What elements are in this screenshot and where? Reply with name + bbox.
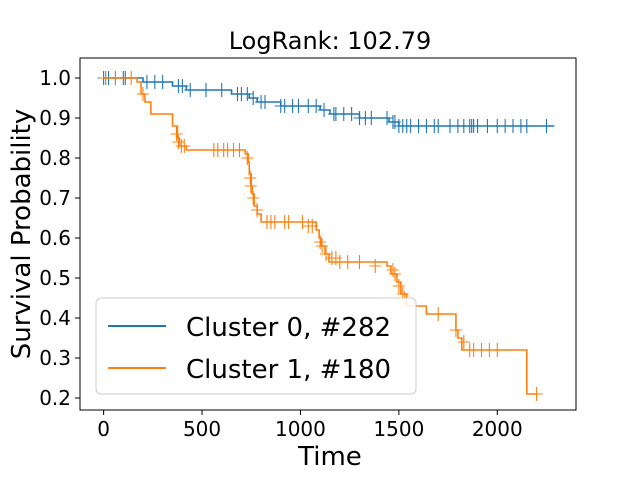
censor-mark-cluster-1 <box>386 263 399 277</box>
survival-curve-cluster-0 <box>103 77 555 127</box>
censor-mark-cluster-1 <box>244 179 257 193</box>
censor-mark-cluster-1 <box>449 323 462 337</box>
censor-mark-cluster-0 <box>540 119 553 133</box>
x-tick-label: 1500 <box>373 417 424 441</box>
censor-mark-cluster-1 <box>178 139 191 153</box>
x-tick-label: 1000 <box>275 417 326 441</box>
y-tick-label: 0.2 <box>39 386 71 410</box>
censor-mark-cluster-0 <box>247 91 260 105</box>
chart-title: LogRank: 102.79 <box>229 27 432 55</box>
censor-mark-cluster-1 <box>136 87 149 101</box>
censor-mark-cluster-1 <box>172 135 185 149</box>
y-tick-label: 1.0 <box>39 66 71 90</box>
censor-mark-cluster-1 <box>457 335 470 349</box>
y-tick-label: 0.3 <box>39 346 71 370</box>
legend: Cluster 0, #282 Cluster 1, #180 <box>95 297 417 395</box>
censor-mark-cluster-1 <box>247 191 260 205</box>
censor-mark-cluster-0 <box>381 111 394 125</box>
survival-curve-cluster-1 <box>103 77 537 395</box>
censor-mark-cluster-0 <box>318 103 331 117</box>
y-axis-label: Survival Probability <box>7 109 37 360</box>
censor-mark-cluster-1 <box>109 71 122 85</box>
censor-mark-cluster-1 <box>233 143 246 157</box>
y-tick-label: 0.7 <box>39 186 71 210</box>
censor-mark-cluster-1 <box>316 239 329 253</box>
legend-label-cluster-1: Cluster 1, #180 <box>186 355 391 385</box>
censor-mark-cluster-1 <box>388 267 401 281</box>
censor-mark-cluster-0 <box>259 95 272 109</box>
x-axis-label: Time <box>297 442 362 472</box>
legend-label-cluster-0: Cluster 0, #282 <box>186 313 391 343</box>
censor-mark-cluster-0 <box>176 79 189 93</box>
censor-mark-cluster-0 <box>199 83 212 97</box>
censor-mark-cluster-0 <box>241 87 254 101</box>
censor-mark-cluster-1 <box>251 203 264 217</box>
y-tick-label: 0.6 <box>39 226 71 250</box>
censor-mark-cluster-1 <box>282 215 295 229</box>
censor-mark-cluster-0 <box>365 111 378 125</box>
censor-mark-cluster-1 <box>306 219 319 233</box>
censor-mark-cluster-0 <box>184 83 197 97</box>
censor-mark-cluster-1 <box>125 71 138 85</box>
x-tick-label: 500 <box>183 417 221 441</box>
censor-mark-cluster-1 <box>353 255 366 269</box>
censor-mark-cluster-1 <box>491 343 504 357</box>
censor-mark-cluster-1 <box>530 387 543 401</box>
legend-box <box>95 297 417 395</box>
y-tick-label: 0.8 <box>39 146 71 170</box>
censor-mark-cluster-0 <box>432 119 445 133</box>
censor-mark-cluster-1 <box>241 151 254 165</box>
censor-mark-cluster-1 <box>320 247 333 261</box>
censor-mark-cluster-1 <box>369 259 382 273</box>
y-tick-label: 0.4 <box>39 306 71 330</box>
x-tick-label: 0 <box>97 417 110 441</box>
censor-mark-cluster-1 <box>432 307 445 321</box>
censor-mark-cluster-0 <box>310 99 323 113</box>
y-tick-label: 0.9 <box>39 106 71 130</box>
censor-mark-cluster-1 <box>296 215 309 229</box>
y-tick-label: 0.5 <box>39 266 71 290</box>
plot-frame <box>79 57 577 411</box>
censor-mark-cluster-1 <box>314 235 327 249</box>
censor-mark-cluster-0 <box>520 119 533 133</box>
plot-area <box>97 71 555 401</box>
x-axis: 0 500 1000 1500 2000 <box>97 410 523 441</box>
censor-mark-cluster-1 <box>244 171 257 185</box>
censor-mark-cluster-1 <box>170 127 183 141</box>
censor-mark-cluster-0 <box>345 107 358 121</box>
censor-mark-cluster-1 <box>392 279 405 293</box>
x-tick-label: 2000 <box>472 417 523 441</box>
y-axis: 0.2 0.3 0.4 0.5 0.6 0.7 0.8 0.9 1.0 <box>39 66 80 410</box>
censor-mark-cluster-0 <box>215 83 228 97</box>
censor-mark-cluster-0 <box>156 75 169 89</box>
censor-mark-cluster-1 <box>341 255 354 269</box>
